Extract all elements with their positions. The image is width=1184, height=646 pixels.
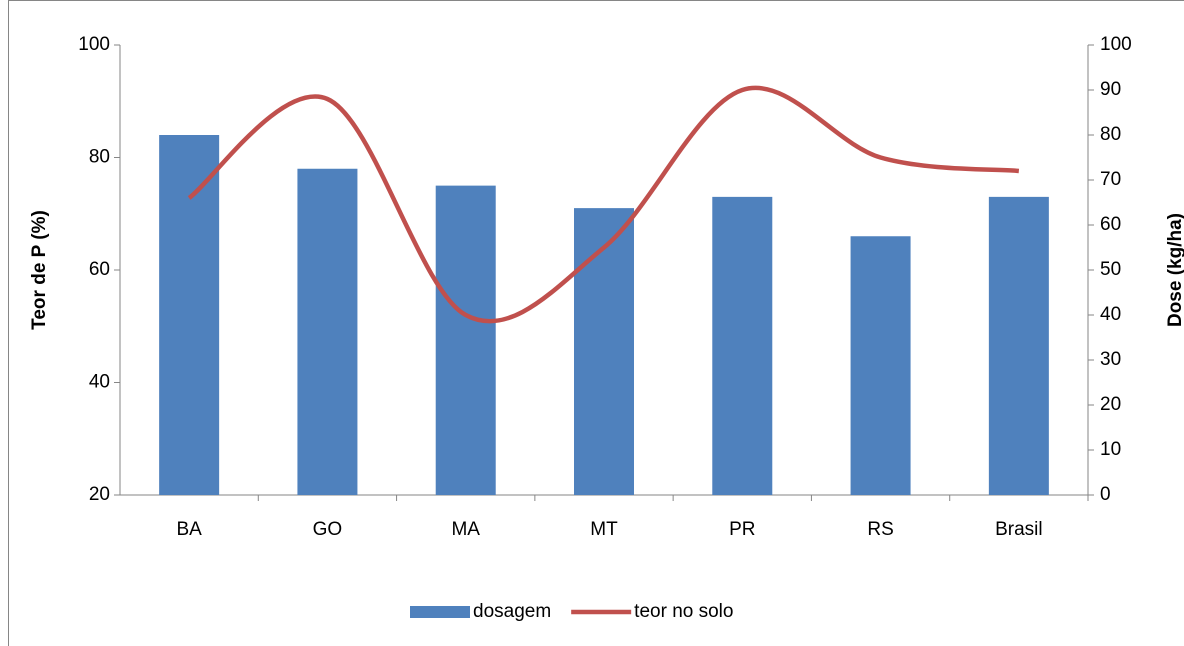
y2-tick-label: 80 bbox=[1100, 124, 1121, 145]
bar bbox=[850, 236, 911, 495]
x-tick-label: Brasil bbox=[995, 519, 1043, 540]
x-tick-label: MA bbox=[451, 519, 480, 540]
y-tick-label: 60 bbox=[89, 259, 110, 280]
y2-tick-label: 0 bbox=[1100, 484, 1111, 505]
x-tick-label: BA bbox=[176, 519, 202, 540]
y2-tick-label: 10 bbox=[1100, 439, 1121, 460]
y2-tick-label: 30 bbox=[1100, 349, 1121, 370]
y2-tick-label: 60 bbox=[1100, 214, 1121, 235]
y-tick-label: 20 bbox=[89, 484, 110, 505]
y2-axis-label: Dose (kg/ha) bbox=[1165, 213, 1184, 327]
y2-tick-label: 20 bbox=[1100, 394, 1121, 415]
x-tick-label: RS bbox=[867, 519, 893, 540]
line bbox=[187, 85, 1020, 324]
bar bbox=[435, 185, 496, 495]
bar bbox=[297, 168, 358, 495]
y2-tick-label: 90 bbox=[1100, 79, 1121, 100]
y-axis-label: Teor de P (%) bbox=[29, 210, 50, 330]
y2-tick-label: 50 bbox=[1100, 259, 1121, 280]
x-tick-label: MT bbox=[590, 519, 618, 540]
legend-swatch bbox=[410, 606, 470, 618]
y-tick-label: 40 bbox=[89, 372, 110, 393]
y-tick-label: 100 bbox=[78, 34, 110, 55]
bar bbox=[712, 196, 773, 495]
bar bbox=[988, 196, 1049, 495]
bar bbox=[574, 208, 634, 495]
y2-tick-label: 70 bbox=[1100, 169, 1121, 190]
y2-tick-label: 100 bbox=[1100, 34, 1132, 55]
x-tick-label: PR bbox=[729, 519, 755, 540]
y2-tick-label: 40 bbox=[1100, 304, 1121, 325]
legend-label: teor no solo bbox=[634, 601, 733, 622]
bar bbox=[159, 135, 220, 495]
y-tick-label: 80 bbox=[89, 147, 110, 168]
legend-label: dosagem bbox=[473, 601, 551, 622]
x-tick-label: GO bbox=[313, 519, 343, 540]
